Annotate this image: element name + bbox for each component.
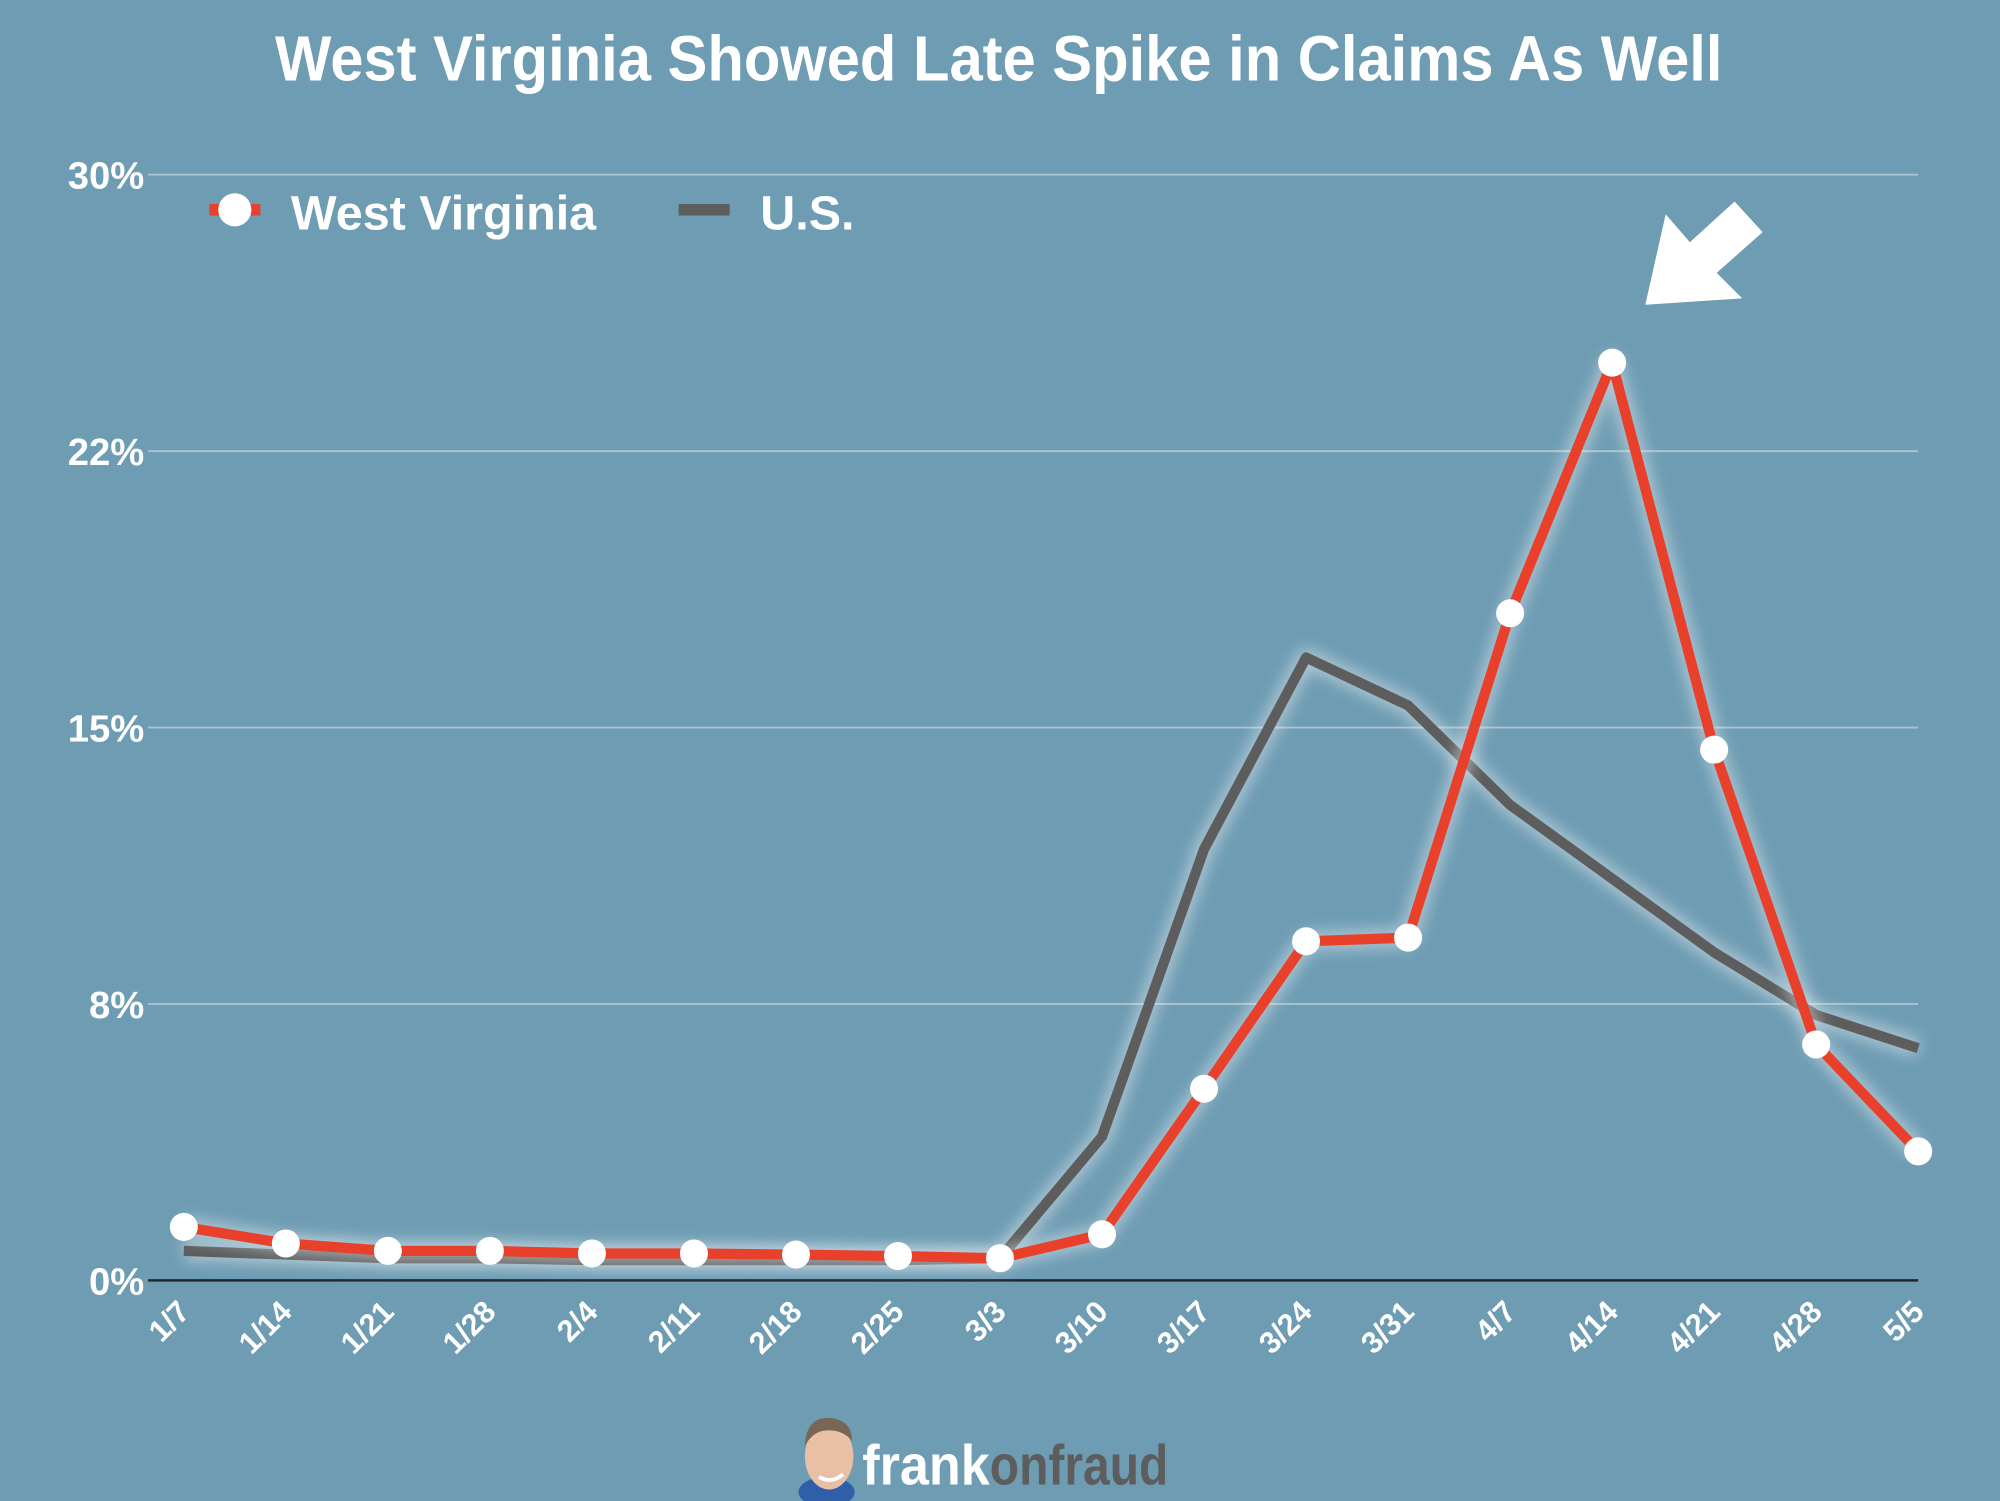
data-point <box>883 1242 913 1271</box>
data-point <box>1292 927 1321 956</box>
x-tick-label: 1/28 <box>436 1294 502 1360</box>
logo-text-frank: frank <box>862 1433 990 1496</box>
data-point <box>1802 1030 1831 1059</box>
data-point <box>373 1236 402 1265</box>
data-point <box>679 1239 708 1268</box>
legend-label-wv: West Virginia <box>291 187 597 241</box>
x-tick-label: 4/7 <box>1469 1294 1523 1348</box>
y-tick-label: 30% <box>68 155 145 198</box>
data-point <box>1190 1074 1219 1103</box>
x-tick-label: 4/21 <box>1661 1294 1727 1360</box>
x-tick-label: 2/25 <box>844 1294 910 1360</box>
data-point <box>1087 1220 1117 1249</box>
series-line-us <box>183 652 1920 1266</box>
series-line-west-virginia <box>183 357 1922 1264</box>
data-point <box>985 1244 1015 1273</box>
y-tick-label: 15% <box>68 708 145 751</box>
x-tick-label: 4/28 <box>1763 1294 1829 1360</box>
data-point <box>475 1236 504 1265</box>
data-point <box>1700 735 1729 764</box>
x-tick-label: 1/21 <box>334 1294 400 1360</box>
x-tick-label: 3/3 <box>958 1294 1012 1348</box>
x-tick-label: 2/11 <box>642 1294 707 1359</box>
grid <box>148 173 1919 1282</box>
x-tick-label: 3/17 <box>1150 1294 1216 1360</box>
x-axis: 1/7 1/14 1/21 1/28 2/4 2/11 2/18 2/25 3/3 3/10 3/1… <box>142 1294 1930 1360</box>
y-axis: 0% 8% 15% 22% 30% <box>68 155 145 1304</box>
data-point <box>1598 348 1627 377</box>
y-tick-label: 0% <box>89 1260 144 1303</box>
data-point <box>271 1229 300 1258</box>
series-glow <box>182 353 1925 1268</box>
x-tick-label: 2/18 <box>742 1294 808 1360</box>
x-tick-label: 1/7 <box>142 1294 196 1348</box>
x-tick-label: 4/14 <box>1559 1294 1625 1360</box>
logo-text-onfraud: onfraud <box>990 1433 1169 1496</box>
data-point <box>781 1240 810 1269</box>
data-point <box>169 1212 198 1241</box>
x-tick-label: 1/14 <box>232 1294 298 1360</box>
x-tick-label: 2/4 <box>550 1294 604 1348</box>
arrow-annotation-icon <box>1645 201 1763 305</box>
legend-wv-marker <box>218 193 252 227</box>
data-point <box>1904 1137 1933 1166</box>
x-tick-label: 3/24 <box>1253 1294 1319 1360</box>
series-markers <box>169 348 1933 1273</box>
chart-title: West Virginia Showed Late Spike in Claim… <box>275 22 1722 94</box>
y-tick-label: 8% <box>89 984 144 1027</box>
y-tick-label: 22% <box>68 431 145 474</box>
x-tick-label: 3/31 <box>1355 1294 1421 1360</box>
legend-label-us: U.S. <box>760 187 854 241</box>
legend-us-line <box>678 204 730 216</box>
series-glow <box>183 648 1921 1270</box>
data-point <box>1394 923 1423 952</box>
series-lines <box>182 353 1925 1270</box>
x-tick-label: 5/5 <box>1877 1294 1931 1348</box>
frankonfraud-logo: frank onfraud <box>798 1417 1169 1501</box>
data-point <box>577 1239 606 1268</box>
legend: West Virginia U.S. <box>209 187 854 241</box>
avatar-icon <box>798 1417 855 1501</box>
data-point <box>1496 599 1525 628</box>
x-tick-label: 3/10 <box>1048 1294 1114 1360</box>
